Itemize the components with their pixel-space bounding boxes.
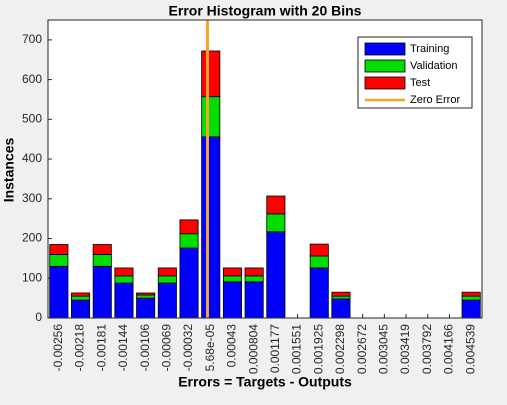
y-tick-label: 500 bbox=[22, 112, 42, 126]
bar-segment bbox=[157, 282, 177, 319]
bar-segment bbox=[114, 275, 134, 284]
x-tick-label: 0.004539 bbox=[463, 324, 477, 374]
x-tick-label: 0.001551 bbox=[290, 324, 304, 374]
y-tick-label: 400 bbox=[22, 151, 42, 165]
bar-segment bbox=[201, 50, 221, 98]
bar-segment bbox=[331, 291, 351, 297]
x-tick-label: -0.00218 bbox=[73, 324, 87, 372]
bar-segment bbox=[201, 136, 221, 319]
x-tick-label: 0.00043 bbox=[225, 324, 239, 368]
x-tick-label: -0.00181 bbox=[94, 324, 108, 372]
bar-segment bbox=[461, 299, 481, 319]
bar-segment bbox=[92, 265, 112, 319]
bar-segment bbox=[222, 281, 242, 319]
bar-segment bbox=[266, 195, 286, 215]
x-tick-label: 0.004166 bbox=[442, 324, 456, 374]
bar-segment bbox=[157, 275, 177, 284]
bar-segment bbox=[222, 267, 242, 277]
y-axis-label: Instances bbox=[1, 137, 17, 202]
y-tick-label: 300 bbox=[22, 191, 42, 205]
chart-title: Error Histogram with 20 Bins bbox=[169, 3, 362, 19]
bar-segment bbox=[331, 295, 351, 300]
x-tick-label: -0.00069 bbox=[160, 324, 174, 372]
legend-swatch bbox=[364, 42, 406, 56]
legend-swatch bbox=[364, 59, 406, 73]
legend-label: Validation bbox=[410, 60, 458, 72]
bar-segment bbox=[461, 295, 481, 301]
bar-segment bbox=[266, 231, 286, 319]
bar-segment bbox=[114, 267, 134, 277]
x-axis-label: Errors = Targets - Outputs bbox=[178, 374, 352, 390]
bar-segment bbox=[179, 219, 199, 235]
bar-segment bbox=[179, 233, 199, 249]
x-tick-label: 5.68e-05 bbox=[203, 324, 217, 372]
y-tick-label: 200 bbox=[22, 231, 42, 245]
legend-label: Training bbox=[410, 43, 449, 55]
x-tick-label: 0.003792 bbox=[420, 324, 434, 374]
axes-box bbox=[47, 19, 483, 319]
x-tick-label: 0.000804 bbox=[246, 324, 260, 374]
bar-segment bbox=[49, 254, 69, 267]
bar-segment bbox=[49, 244, 69, 255]
bar-segment bbox=[309, 243, 329, 257]
y-tick-label: 0 bbox=[35, 310, 42, 324]
bar-segment bbox=[266, 213, 286, 233]
bar-segment bbox=[157, 267, 177, 277]
bar-segment bbox=[461, 291, 481, 297]
bar-segment bbox=[114, 282, 134, 319]
bar-segment bbox=[244, 275, 264, 283]
bar-segment bbox=[309, 255, 329, 269]
x-tick-label: 0.003045 bbox=[377, 324, 391, 374]
bar-segment bbox=[222, 275, 242, 283]
bar-segment bbox=[201, 96, 221, 138]
bar-segment bbox=[179, 247, 199, 319]
bar-segment bbox=[71, 292, 91, 297]
x-tick-label: -0.00144 bbox=[116, 324, 130, 372]
bar-segment bbox=[136, 297, 156, 319]
x-tick-label: 0.001925 bbox=[311, 324, 325, 374]
x-tick-label: -0.00106 bbox=[138, 324, 152, 372]
bar-segment bbox=[92, 244, 112, 255]
bar-segment bbox=[244, 281, 264, 319]
bar-segment bbox=[331, 298, 351, 319]
bar-segment bbox=[309, 267, 329, 319]
bar-segment bbox=[136, 294, 156, 299]
bar-segment bbox=[92, 254, 112, 267]
bar-segment bbox=[71, 299, 91, 319]
bar-segment bbox=[49, 265, 69, 319]
x-tick-label: -0.00256 bbox=[51, 324, 65, 372]
x-tick-label: -0.00032 bbox=[181, 324, 195, 372]
x-tick-label: 0.001177 bbox=[268, 324, 282, 373]
legend-label: Test bbox=[410, 77, 430, 89]
y-tick-label: 100 bbox=[22, 270, 42, 284]
y-tick-label: 600 bbox=[22, 72, 42, 86]
bar-segment bbox=[244, 267, 264, 277]
x-tick-label: 0.003419 bbox=[398, 324, 412, 374]
bar-segment bbox=[136, 292, 156, 296]
legend-swatch bbox=[364, 76, 406, 90]
x-tick-label: 0.002298 bbox=[333, 324, 347, 374]
y-tick-label: 700 bbox=[22, 32, 42, 46]
bar-segment bbox=[71, 295, 91, 301]
legend-label: Zero Error bbox=[410, 94, 460, 106]
x-tick-label: 0.002672 bbox=[355, 324, 369, 374]
